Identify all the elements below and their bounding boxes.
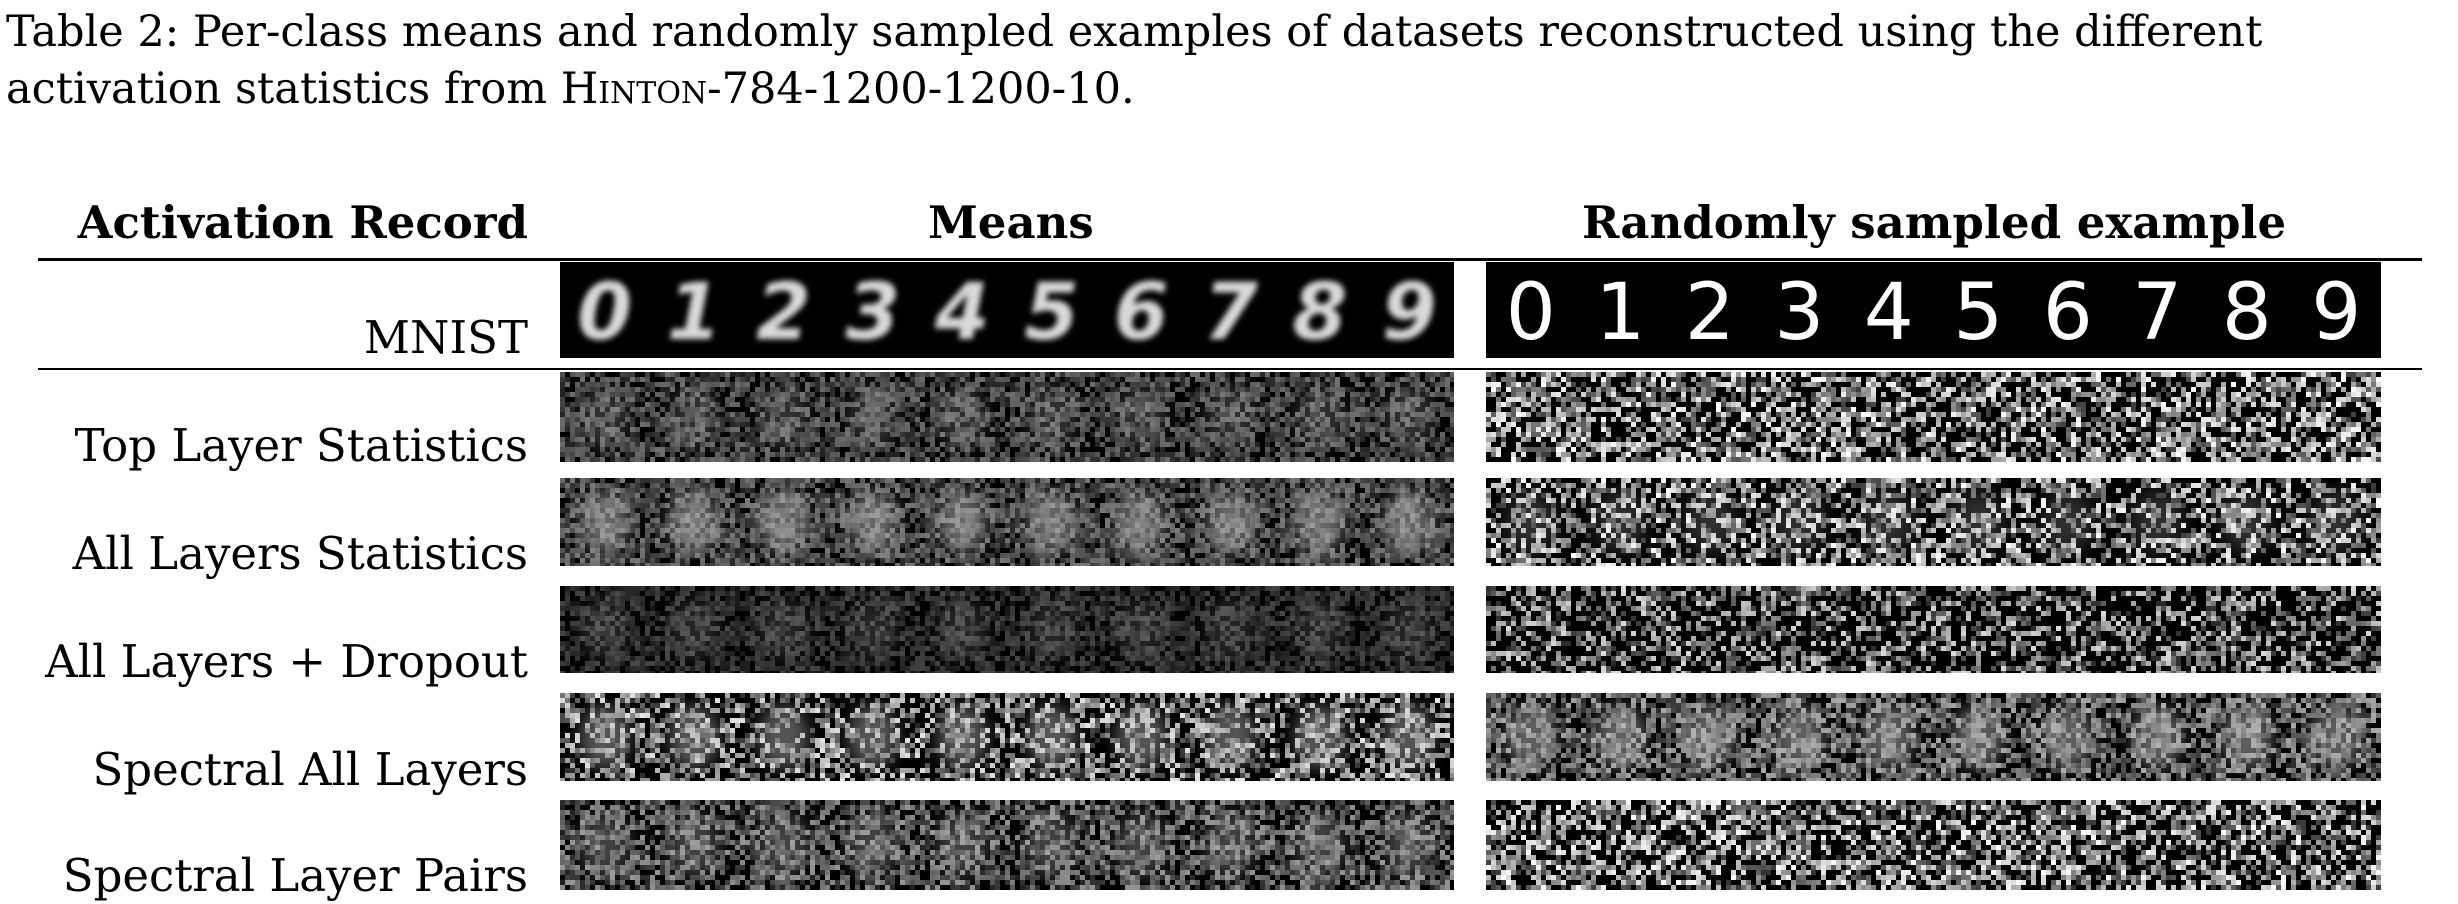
digit-9: 9 — [2311, 266, 2361, 358]
row-label-spectral-layer-pairs: Spectral Layer Pairs — [63, 848, 528, 904]
spectral-all-means-image — [560, 693, 1454, 781]
digit-0: 0 — [577, 266, 632, 358]
caption-text: Table 2: Per-class means and randomly sa… — [6, 7, 2262, 114]
row-label-all-layers-dropout: All Layers + Dropout — [45, 634, 528, 690]
row-label-top-layer-statistics: Top Layer Statistics — [75, 418, 528, 474]
header-randomly-sampled-example: Randomly sampled example — [1582, 193, 2286, 253]
table-caption: Table 2: Per-class means and randomly sa… — [6, 4, 2456, 118]
digit-6: 6 — [2043, 266, 2093, 358]
all-layers-means-image — [560, 478, 1454, 566]
caption-period: . — [1121, 64, 1135, 114]
digit-9: 9 — [1382, 266, 1437, 358]
digit-5: 5 — [1024, 266, 1079, 358]
digit-1: 1 — [1595, 266, 1645, 358]
table-header-rule — [38, 258, 2422, 261]
header-activation-record: Activation Record — [78, 193, 528, 253]
digit-4: 4 — [934, 266, 990, 358]
digit-7: 7 — [2132, 266, 2182, 358]
digit-3: 3 — [1774, 266, 1824, 358]
digit-8: 8 — [1293, 266, 1348, 358]
row-label-all-layers-statistics: All Layers Statistics — [73, 526, 528, 582]
digit-7: 7 — [1203, 266, 1258, 358]
digit-2: 2 — [756, 266, 811, 358]
spectral-all-sample-image — [1486, 693, 2381, 781]
digit-8: 8 — [2222, 266, 2272, 358]
row-label-mnist: MNIST — [364, 310, 528, 366]
top-layer-means-image — [560, 372, 1454, 462]
digit-6: 6 — [1114, 266, 1169, 358]
spectral-pairs-sample-image — [1486, 800, 2381, 890]
table-mid-rule — [38, 368, 2422, 370]
all-layers-sample-image — [1486, 478, 2381, 566]
digit-1: 1 — [667, 266, 722, 358]
digit-4: 4 — [1864, 266, 1914, 358]
digit-5: 5 — [1953, 266, 2003, 358]
header-means: Means — [928, 193, 1094, 253]
top-layer-sample-image — [1486, 372, 2381, 462]
spectral-pairs-means-image — [560, 800, 1454, 890]
dropout-means-image — [560, 586, 1454, 673]
row-label-spectral-all-layers: Spectral All Layers — [92, 742, 528, 798]
digit-0: 0 — [1506, 266, 1556, 358]
caption-model-name: Hinton-784-1200-1200-10 — [561, 64, 1121, 114]
digit-3: 3 — [846, 266, 901, 358]
dropout-sample-image — [1486, 586, 2381, 673]
digit-2: 2 — [1685, 266, 1735, 358]
